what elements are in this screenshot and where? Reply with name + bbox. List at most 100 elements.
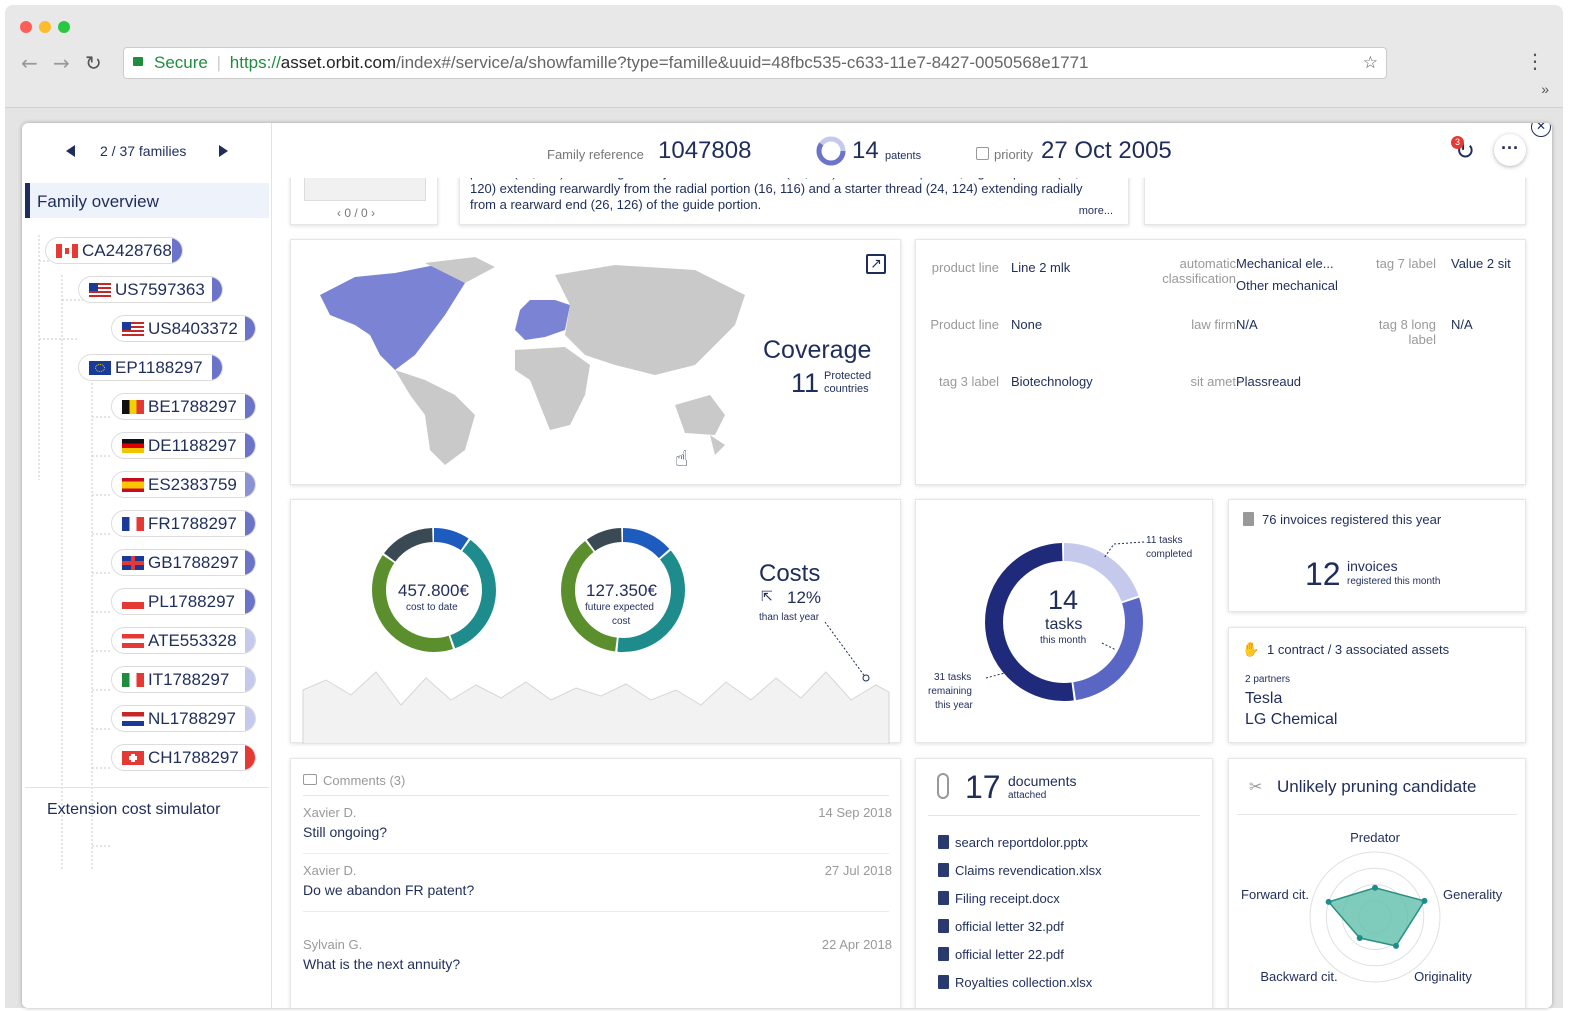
tree-node-fr1788297[interactable]: FR1788297 [111, 510, 256, 537]
tree-node-ca2428768[interactable]: CA2428768 [45, 237, 183, 264]
coverage-count: 11 [791, 368, 819, 399]
radar-point [1357, 935, 1363, 941]
tree-node-ate553328[interactable]: ATE553328 [111, 627, 256, 654]
ca-flag-icon [56, 244, 78, 258]
tree-node-es2383759[interactable]: ES2383759 [111, 471, 256, 498]
url-path: /index#/service/a/showfamille?type=famil… [396, 53, 1088, 72]
reload-icon[interactable]: ↻ [85, 51, 102, 75]
comment-date: 27 Jul 2018 [825, 863, 892, 878]
tree-node-code: ES2383759 [148, 475, 237, 494]
tree-node-code: ATE553328 [148, 631, 237, 650]
star-icon[interactable]: ☆ [1363, 48, 1378, 78]
tree-node-code: DE1188297 [148, 436, 237, 455]
abstract-line-3: from a rearward end (26, 126) of the gui… [470, 197, 1118, 213]
tag-value: N/A [1236, 317, 1258, 332]
radar-point [1393, 943, 1399, 949]
tree-node-ep1188297[interactable]: EP1188297 [78, 354, 223, 381]
family-modal: 2 / 37 families Family overview CA242876… [22, 123, 1552, 1008]
ch-flag-icon [122, 751, 144, 765]
tree-node-nl1788297[interactable]: NL1788297 [111, 705, 256, 732]
notification-badge: 3 [1451, 136, 1464, 149]
tree-node-be1788297[interactable]: BE1788297 [111, 393, 256, 420]
eu-flag-icon [89, 361, 111, 375]
tag-label: law firm [1146, 317, 1236, 332]
tree-node-pl1788297[interactable]: PL1788297 [111, 588, 256, 615]
tree-node-us8403372[interactable]: US8403372 [111, 315, 256, 342]
prev-family-icon[interactable] [66, 145, 75, 157]
extensions-icon[interactable]: » [1541, 81, 1549, 97]
tasks-completed-1: 11 tasks [1146, 535, 1183, 546]
tasks-label: tasks [1045, 616, 1082, 634]
costs-title: Costs [759, 560, 820, 588]
tree-node-code: FR1788297 [148, 514, 237, 533]
forward-icon[interactable]: → [53, 51, 70, 75]
tag-label: tag 3 label [929, 374, 999, 389]
partner-lg-chemical[interactable]: LG Chemical [1245, 711, 1337, 729]
tree-node-us7597363[interactable]: US7597363 [78, 276, 223, 303]
future-cost-label-2: cost [612, 616, 630, 627]
patents-donut-icon [815, 135, 847, 167]
comment-text: Do we abandon FR patent? [303, 882, 474, 898]
world-map[interactable] [315, 255, 755, 475]
tree-node-code: GB1788297 [148, 553, 239, 572]
partner-tesla[interactable]: Tesla [1245, 690, 1282, 708]
coverage-label-1: Protected [824, 370, 871, 382]
url-host: asset.orbit.com [281, 53, 396, 72]
family-overview-item[interactable]: Family overview [25, 183, 269, 218]
close-modal-button[interactable]: ✕ [1531, 123, 1551, 137]
cost-to-date-label: cost to date [406, 602, 458, 613]
more-link[interactable]: more... [1079, 203, 1113, 219]
tasks-remaining-3: this year [935, 700, 973, 711]
close-window-button[interactable] [20, 21, 32, 33]
menu-icon[interactable]: ⋮ [1525, 49, 1545, 73]
file-icon [938, 947, 949, 961]
pl-flag-icon [122, 595, 144, 609]
tag-label: product line [929, 260, 999, 275]
tree-node-code: US7597363 [115, 280, 205, 299]
coverage-label-2: countries [824, 383, 869, 395]
document-name: Filing receipt.docx [955, 891, 1060, 906]
more-options-button[interactable]: ··· [1494, 134, 1526, 166]
document-item[interactable]: official letter 32.pdf [938, 919, 1064, 934]
radar-axis-label: Backward cit. [1260, 969, 1337, 984]
maximize-window-button[interactable] [58, 21, 70, 33]
abstract-line-2: 120) extending rearwardly from the radia… [470, 181, 1118, 197]
nl-flag-icon [122, 712, 144, 726]
file-icon [938, 919, 949, 933]
patents-label: patents [885, 150, 921, 162]
document-name: Claims revendication.xlsx [955, 863, 1102, 878]
costs-than-label: than last year [759, 612, 819, 623]
browser-window: ← → ↻ Secure | https://asset.orbit.com/i… [5, 5, 1563, 108]
tree-node-gb1788297[interactable]: GB1788297 [111, 549, 256, 576]
tree-node-it1788297[interactable]: IT1788297 [111, 666, 256, 693]
sidebar: 2 / 37 families Family overview CA242876… [22, 123, 272, 1008]
next-family-icon[interactable] [219, 145, 228, 157]
at-flag-icon [122, 634, 144, 648]
extension-cost-simulator-link[interactable]: Extension cost simulator [47, 801, 220, 819]
document-item[interactable]: official letter 22.pdf [938, 947, 1064, 962]
partners-label: 2 partners [1245, 674, 1290, 685]
us-flag-icon [89, 283, 111, 297]
future-cost-value: 127.350€ [586, 581, 657, 601]
tree-node-de1188297[interactable]: DE1188297 [111, 432, 256, 459]
tree-node-ch1788297[interactable]: CH1788297 [111, 744, 256, 771]
tree-node-code: CH1788297 [148, 748, 239, 767]
comment-author: Xavier D. [303, 805, 356, 820]
minimize-window-button[interactable] [39, 21, 51, 33]
open-external-icon[interactable]: ↗ [866, 254, 886, 274]
address-bar[interactable]: Secure | https://asset.orbit.com/index#/… [123, 47, 1387, 79]
tree-node-code: US8403372 [148, 319, 238, 338]
document-item[interactable]: search reportdolor.pptx [938, 835, 1088, 850]
handshake-icon: ✋ [1242, 642, 1259, 658]
url-scheme: https:// [230, 53, 281, 72]
tree-node-code: PL1788297 [148, 592, 235, 611]
document-item[interactable]: Claims revendication.xlsx [938, 863, 1102, 878]
document-item[interactable]: Filing receipt.docx [938, 891, 1060, 906]
document-item[interactable]: Royalties collection.xlsx [938, 975, 1092, 990]
documents-label: documents [1008, 773, 1076, 789]
sparkline-marker [863, 675, 869, 681]
documents-card: 17 documents attached search reportdolor… [915, 758, 1213, 1008]
tag-value: Line 2 mlk [1011, 260, 1070, 275]
file-icon [938, 891, 949, 905]
back-icon[interactable]: ← [21, 51, 38, 75]
